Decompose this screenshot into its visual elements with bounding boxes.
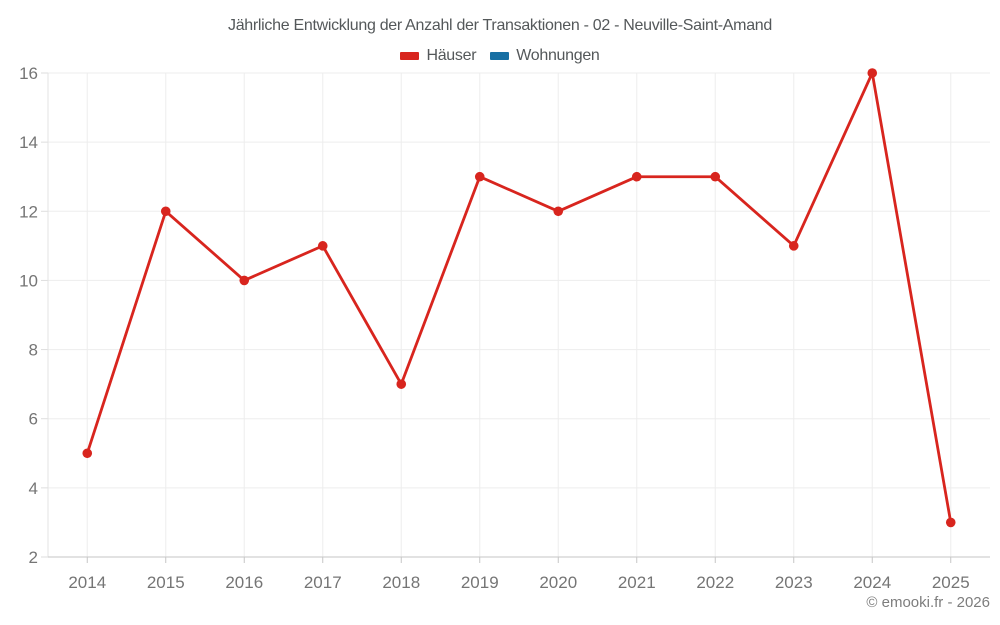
legend-item-hauser[interactable]: Häuser <box>400 47 477 65</box>
data-point-2021[interactable] <box>631 171 642 182</box>
x-tick-label: 2015 <box>147 573 185 592</box>
copyright-footer: © emooki.fr - 2026 <box>866 594 990 611</box>
legend-label-hauser: Häuser <box>426 47 477 64</box>
x-tick-label: 2020 <box>539 573 577 592</box>
data-point-2024[interactable] <box>867 68 878 78</box>
x-tick-label: 2023 <box>775 573 813 592</box>
chart-legend: Häuser Wohnungen <box>0 47 1000 65</box>
data-point-2020[interactable] <box>553 206 564 217</box>
y-tick-label: 8 <box>29 341 38 360</box>
data-point-2017[interactable] <box>317 241 328 251</box>
data-point-2022[interactable] <box>710 171 721 182</box>
series-line-häuser <box>85 71 953 524</box>
x-tick-label: 2021 <box>618 573 656 592</box>
data-point-2018[interactable] <box>396 379 407 389</box>
data-point-2023[interactable] <box>788 241 799 251</box>
legend-item-wohnungen[interactable]: Wohnungen <box>490 47 600 65</box>
x-tick-label: 2025 <box>932 573 970 592</box>
data-point-2025[interactable] <box>945 517 956 528</box>
x-tick-label: 2018 <box>382 573 420 592</box>
x-tick-label: 2017 <box>304 573 342 592</box>
x-tick-label: 2019 <box>461 573 499 592</box>
legend-label-wohnungen: Wohnungen <box>516 47 600 64</box>
data-point-2019[interactable] <box>474 171 485 182</box>
chart-title: Jährliche Entwicklung der Anzahl der Tra… <box>228 17 772 34</box>
y-tick-label: 2 <box>29 548 38 567</box>
y-tick-label: 4 <box>29 479 38 498</box>
y-tick-label: 6 <box>29 410 38 429</box>
legend-swatch-hauser <box>400 52 420 60</box>
data-point-2015[interactable] <box>160 206 171 217</box>
x-tick-label: 2014 <box>68 573 106 592</box>
x-tick-label: 2022 <box>696 573 734 592</box>
legend-swatch-wohnungen <box>490 52 510 60</box>
y-tick-label: 10 <box>19 271 38 290</box>
y-tick-label: 16 <box>19 64 38 83</box>
x-tick-label: 2024 <box>853 573 891 592</box>
y-tick-label: 14 <box>19 133 38 152</box>
data-point-2016[interactable] <box>239 275 250 286</box>
data-point-2014[interactable] <box>82 448 93 459</box>
y-tick-label: 12 <box>19 202 38 221</box>
x-tick-label: 2016 <box>225 573 263 592</box>
